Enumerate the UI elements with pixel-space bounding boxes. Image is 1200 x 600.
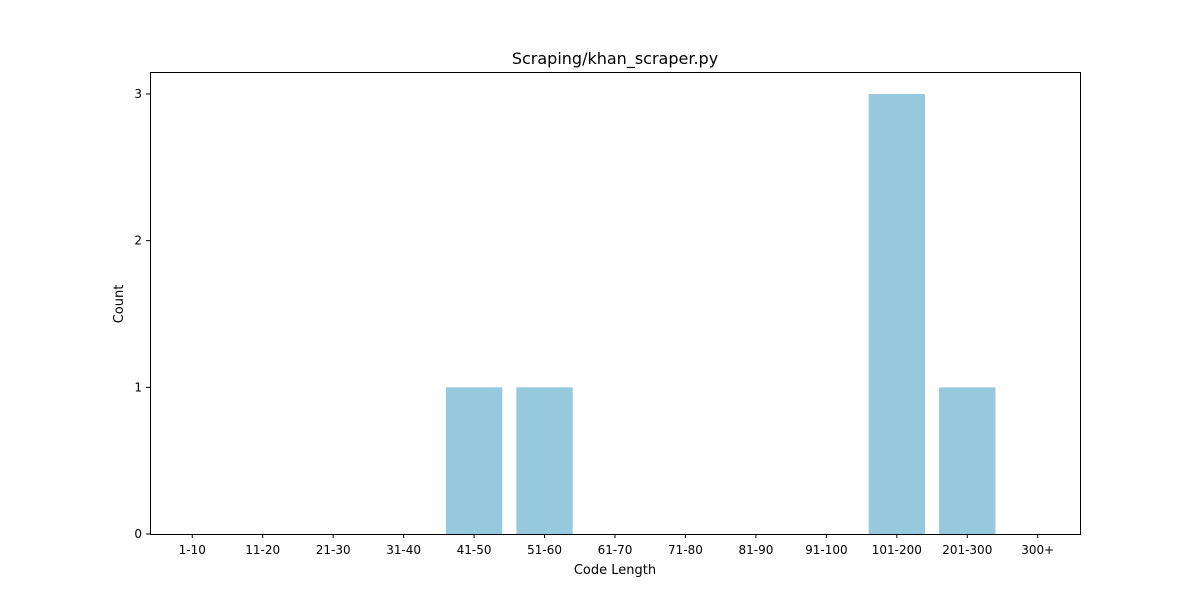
x-tick-label: 11-20 — [245, 543, 280, 557]
x-axis-label: Code Length — [574, 563, 656, 578]
x-tick-label: 201-300 — [942, 543, 992, 557]
y-tick-label: 2 — [134, 234, 142, 248]
plot-frame — [150, 72, 1081, 535]
x-tick-label: 300+ — [1021, 543, 1054, 557]
y-tick-label: 0 — [134, 527, 142, 541]
x-tick-label: 101-200 — [872, 543, 922, 557]
x-tick-label: 31-40 — [386, 543, 421, 557]
x-ticks-group: 1-10 11-20 21-30 31-40 41-50 51-60 61-70 71-80 8… — [179, 534, 1054, 557]
x-tick-label: 71-80 — [668, 543, 703, 557]
chart-title: Scraping/khan_scraper.py — [512, 49, 718, 69]
bars-group — [445, 94, 996, 534]
x-tick-label: 21-30 — [316, 543, 351, 557]
x-tick-label: 81-90 — [738, 543, 773, 557]
bar-51-60 — [516, 387, 573, 534]
x-tick-label: 51-60 — [527, 543, 562, 557]
x-tick-label: 91-100 — [805, 543, 848, 557]
bar-101-200 — [868, 94, 925, 534]
bar-41-50 — [445, 387, 503, 534]
y-ticks-group: 0 1 2 3 — [134, 87, 150, 541]
y-tick-label: 3 — [134, 87, 142, 101]
x-tick-label: 1-10 — [179, 543, 206, 557]
x-tick-label: 41-50 — [457, 543, 492, 557]
x-tick-label: 61-70 — [598, 543, 633, 557]
y-axis-label: Count — [112, 285, 127, 324]
bar-201-300 — [939, 387, 996, 534]
y-tick-label: 1 — [134, 380, 142, 394]
